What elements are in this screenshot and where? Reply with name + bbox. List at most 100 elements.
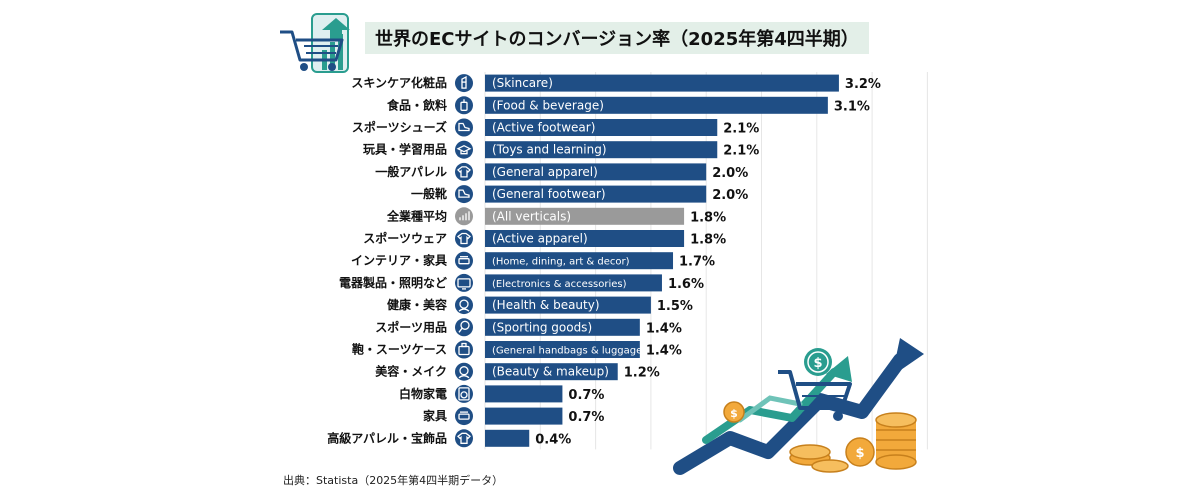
suitcase-icon: [455, 340, 473, 359]
bar-sublabel: (Electronics & accessories): [492, 279, 627, 290]
category-label: 健康・美容: [387, 297, 447, 312]
shopping-cart-illustration: [778, 370, 852, 421]
bar-row: 一般アパレル (General apparel) 2.0%: [375, 162, 748, 181]
bar: [485, 230, 685, 247]
bar-sublabel: (Active apparel): [492, 232, 588, 246]
bar-row: スポーツ用品 (Sporting goods) 1.4%: [375, 318, 682, 337]
sneaker-icon: [455, 118, 473, 137]
value-label: 1.2%: [624, 366, 660, 381]
category-label: 全業種平均: [386, 208, 447, 223]
category-label: 高級アパレル・宝飾品: [327, 430, 447, 445]
bar-sublabel: (Skincare): [492, 76, 553, 90]
bar-row: 家具 0.7%: [423, 407, 604, 426]
bar: [485, 185, 707, 203]
chart-title-banner: 世界のECサイトのコンバージョン率（2025年第4四半期）: [365, 22, 869, 54]
shopping-cart-header-icon: [280, 13, 350, 73]
bar-row: 美容・メイク (Beauty & makeup) 1.2%: [375, 362, 660, 381]
category-label: 家具: [423, 408, 447, 423]
lipstick-icon: [455, 74, 473, 93]
bar-sublabel: (General apparel): [492, 165, 598, 179]
bar-sublabel: (Active footwear): [492, 121, 595, 135]
monitor-icon: [455, 273, 473, 292]
bar-row: 高級アパレル・宝飾品 0.4%: [327, 429, 571, 448]
svg-text:$: $: [813, 356, 822, 371]
value-label: 2.1%: [723, 144, 759, 159]
category-label: インテリア・家具: [351, 253, 447, 268]
category-label: 電器製品・照明など: [339, 275, 447, 290]
bar-row: 玩具・学習用品 (Toys and learning) 2.1%: [363, 140, 759, 159]
value-label: 0.7%: [568, 388, 604, 403]
bar-row: 一般靴 (General footwear) 2.0%: [411, 185, 748, 204]
value-label: 1.4%: [646, 344, 682, 359]
shirt-icon: [455, 429, 473, 448]
category-label: スキンケア化粧品: [351, 75, 447, 90]
value-label: 1.6%: [668, 277, 704, 292]
face-icon: [455, 296, 473, 315]
source-note: 出典：Statista（2025年第4四半期データ）: [283, 474, 504, 487]
value-label: 3.1%: [834, 99, 870, 114]
svg-text:$: $: [730, 407, 738, 420]
value-label: 2.1%: [723, 122, 759, 137]
bar: [485, 96, 828, 114]
dollar-coin-icon: $: [804, 348, 832, 376]
bar: [485, 385, 563, 403]
bar-row: 電器製品・照明など (Electronics & accessories) 1.6%: [339, 273, 704, 292]
category-label: スポーツ用品: [375, 319, 447, 334]
value-label: 0.7%: [568, 410, 604, 425]
bar-row: 全業種平均 (All verticals) 1.8%: [386, 207, 726, 226]
bar-row: スキンケア化粧品 (Skincare) 3.2%: [351, 74, 881, 93]
value-label: 1.5%: [657, 299, 693, 314]
bar-row: 健康・美容 (Health & beauty) 1.5%: [387, 296, 693, 315]
category-label: スポーツウェア: [363, 231, 447, 246]
svg-text:$: $: [855, 446, 864, 461]
bar: [485, 274, 662, 292]
shirt-icon: [455, 162, 473, 181]
bar-sublabel: (Sporting goods): [492, 320, 592, 334]
category-label: 玩具・学習用品: [363, 142, 447, 157]
bar-sublabel: (Health & beauty): [492, 298, 600, 312]
category-label: 一般アパレル: [375, 164, 447, 179]
category-label: 一般靴: [411, 186, 447, 201]
value-label: 0.4%: [535, 432, 571, 447]
bar-row: 白物家電 0.7%: [399, 384, 604, 403]
racket-icon: [455, 318, 473, 337]
value-label: 2.0%: [712, 166, 748, 181]
bar: [485, 252, 674, 270]
category-label: 白物家電: [399, 386, 447, 401]
bar: [485, 119, 718, 136]
chart-title: 世界のECサイトのコンバージョン率（2025年第4四半期）: [375, 29, 859, 50]
bar-row: スポーツウェア (Active apparel) 1.8%: [363, 229, 726, 248]
makeup-face-icon: [455, 362, 473, 381]
bar-sublabel: (Beauty & makeup): [492, 365, 609, 379]
bar-row: スポーツシューズ (Active footwear) 2.1%: [352, 118, 759, 137]
bar: [485, 141, 718, 159]
bar: [485, 363, 618, 381]
value-label: 3.2%: [845, 77, 881, 92]
category-label: スポーツシューズ: [352, 120, 447, 135]
graduation-cap-icon: [455, 140, 473, 159]
bar: [485, 163, 707, 181]
washing-machine-icon: [455, 384, 473, 403]
tshirt-icon: [455, 229, 473, 248]
bar-row: 鞄・スーツケース (General handbags & luggage) 1.4%: [352, 340, 682, 359]
sofa-icon: [455, 251, 473, 270]
value-label: 1.8%: [690, 233, 726, 248]
shoe-icon: [455, 185, 473, 204]
bar-sublabel: (All verticals): [492, 209, 571, 223]
bar: [485, 207, 685, 225]
bar-sublabel: (Food & beverage): [492, 98, 604, 112]
bar-sublabel: (Home, dining, art & decor): [492, 257, 630, 268]
couch-icon: [455, 407, 473, 426]
category-label: 美容・メイク: [375, 364, 447, 379]
category-label: 食品・飲料: [386, 97, 447, 112]
value-label: 1.4%: [646, 321, 682, 336]
bar-row: インテリア・家具 (Home, dining, art & decor) 1.7%: [351, 251, 715, 270]
bar: [485, 341, 640, 358]
value-label: 1.7%: [679, 255, 715, 270]
category-label: 鞄・スーツケース: [352, 342, 447, 357]
coin-stack-illustration: $ $: [723, 401, 917, 473]
bar-chart-icon: [455, 207, 473, 226]
bar-sublabel: (Toys and learning): [492, 143, 607, 157]
bar: [485, 74, 839, 92]
